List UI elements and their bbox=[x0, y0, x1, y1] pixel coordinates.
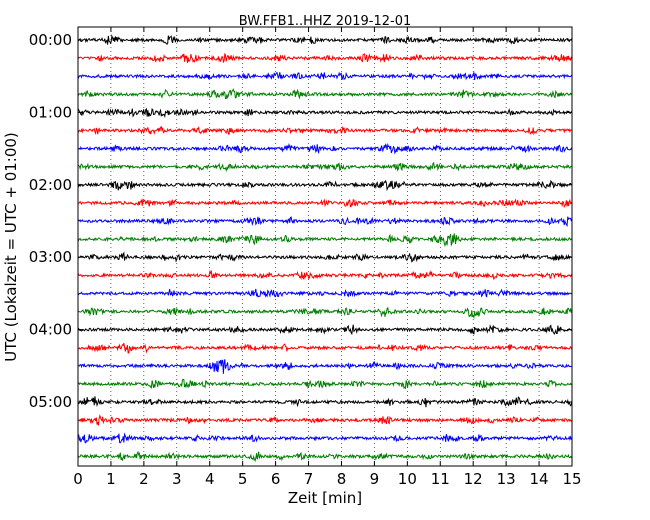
x-tick-label: 1 bbox=[106, 470, 116, 488]
trace-row-0130 bbox=[77, 142, 573, 155]
trace-row-0145 bbox=[77, 161, 573, 173]
trace-row-0400 bbox=[77, 324, 573, 335]
tick-layer: 0 1 2 3 4 5 6 7 8 9 10 11 12 13 14 1500:0001:0002:0003:… bbox=[29, 27, 582, 488]
y-tick-label: 05:00 bbox=[29, 393, 72, 411]
plot-frame bbox=[77, 26, 573, 467]
trace-row-0245 bbox=[77, 233, 573, 247]
trace-row-0415 bbox=[77, 342, 573, 354]
chart-title: BW.FFB1..HHZ 2019-12-01 bbox=[239, 14, 412, 29]
trace-row-0115 bbox=[77, 125, 573, 136]
y-tick-label: 03:00 bbox=[29, 248, 72, 266]
x-tick-label: 9 bbox=[370, 470, 380, 488]
trace-row-0300 bbox=[77, 251, 573, 263]
x-tick-label: 14 bbox=[530, 470, 549, 488]
trace-row-0530 bbox=[77, 432, 573, 444]
x-tick-label: 3 bbox=[172, 470, 182, 488]
trace-row-0330 bbox=[77, 288, 573, 298]
trace-row-0015 bbox=[77, 52, 573, 64]
y-tick-label: 02:00 bbox=[29, 176, 72, 194]
trace-row-0045 bbox=[77, 88, 573, 100]
trace-row-0000 bbox=[77, 34, 573, 45]
x-tick-label: 0 bbox=[73, 470, 83, 488]
y-tick-label: 00:00 bbox=[29, 31, 72, 49]
x-tick-label: 6 bbox=[271, 470, 281, 488]
y-axis-label: UTC (Lokalzeit = UTC + 01:00) bbox=[2, 132, 20, 362]
trace-layer bbox=[77, 34, 573, 463]
trace-row-0030 bbox=[77, 71, 573, 81]
x-tick-label: 4 bbox=[205, 470, 215, 488]
trace-row-0200 bbox=[77, 179, 573, 192]
x-tick-label: 5 bbox=[238, 470, 248, 488]
y-tick-label: 04:00 bbox=[29, 321, 72, 339]
y-tick-label: 01:00 bbox=[29, 103, 72, 121]
trace-row-0315 bbox=[77, 269, 573, 281]
trace-row-0215 bbox=[77, 198, 573, 208]
trace-row-0230 bbox=[77, 216, 573, 228]
trace-row-0100 bbox=[77, 107, 573, 119]
x-tick-label: 12 bbox=[464, 470, 483, 488]
x-tick-label: 7 bbox=[304, 470, 314, 488]
trace-row-0515 bbox=[77, 414, 573, 426]
x-axis-label: Zeit [min] bbox=[288, 489, 362, 507]
x-tick-label: 15 bbox=[562, 470, 581, 488]
x-tick-label: 2 bbox=[139, 470, 149, 488]
x-tick-label: 10 bbox=[398, 470, 417, 488]
trace-row-0445 bbox=[77, 378, 573, 390]
trace-row-0545 bbox=[77, 450, 573, 463]
x-tick-label: 11 bbox=[431, 470, 450, 488]
x-tick-label: 13 bbox=[497, 470, 516, 488]
trace-row-0345 bbox=[77, 306, 573, 320]
x-tick-label: 8 bbox=[337, 470, 347, 488]
trace-row-0430 bbox=[77, 359, 573, 374]
trace-row-0500 bbox=[77, 396, 573, 408]
